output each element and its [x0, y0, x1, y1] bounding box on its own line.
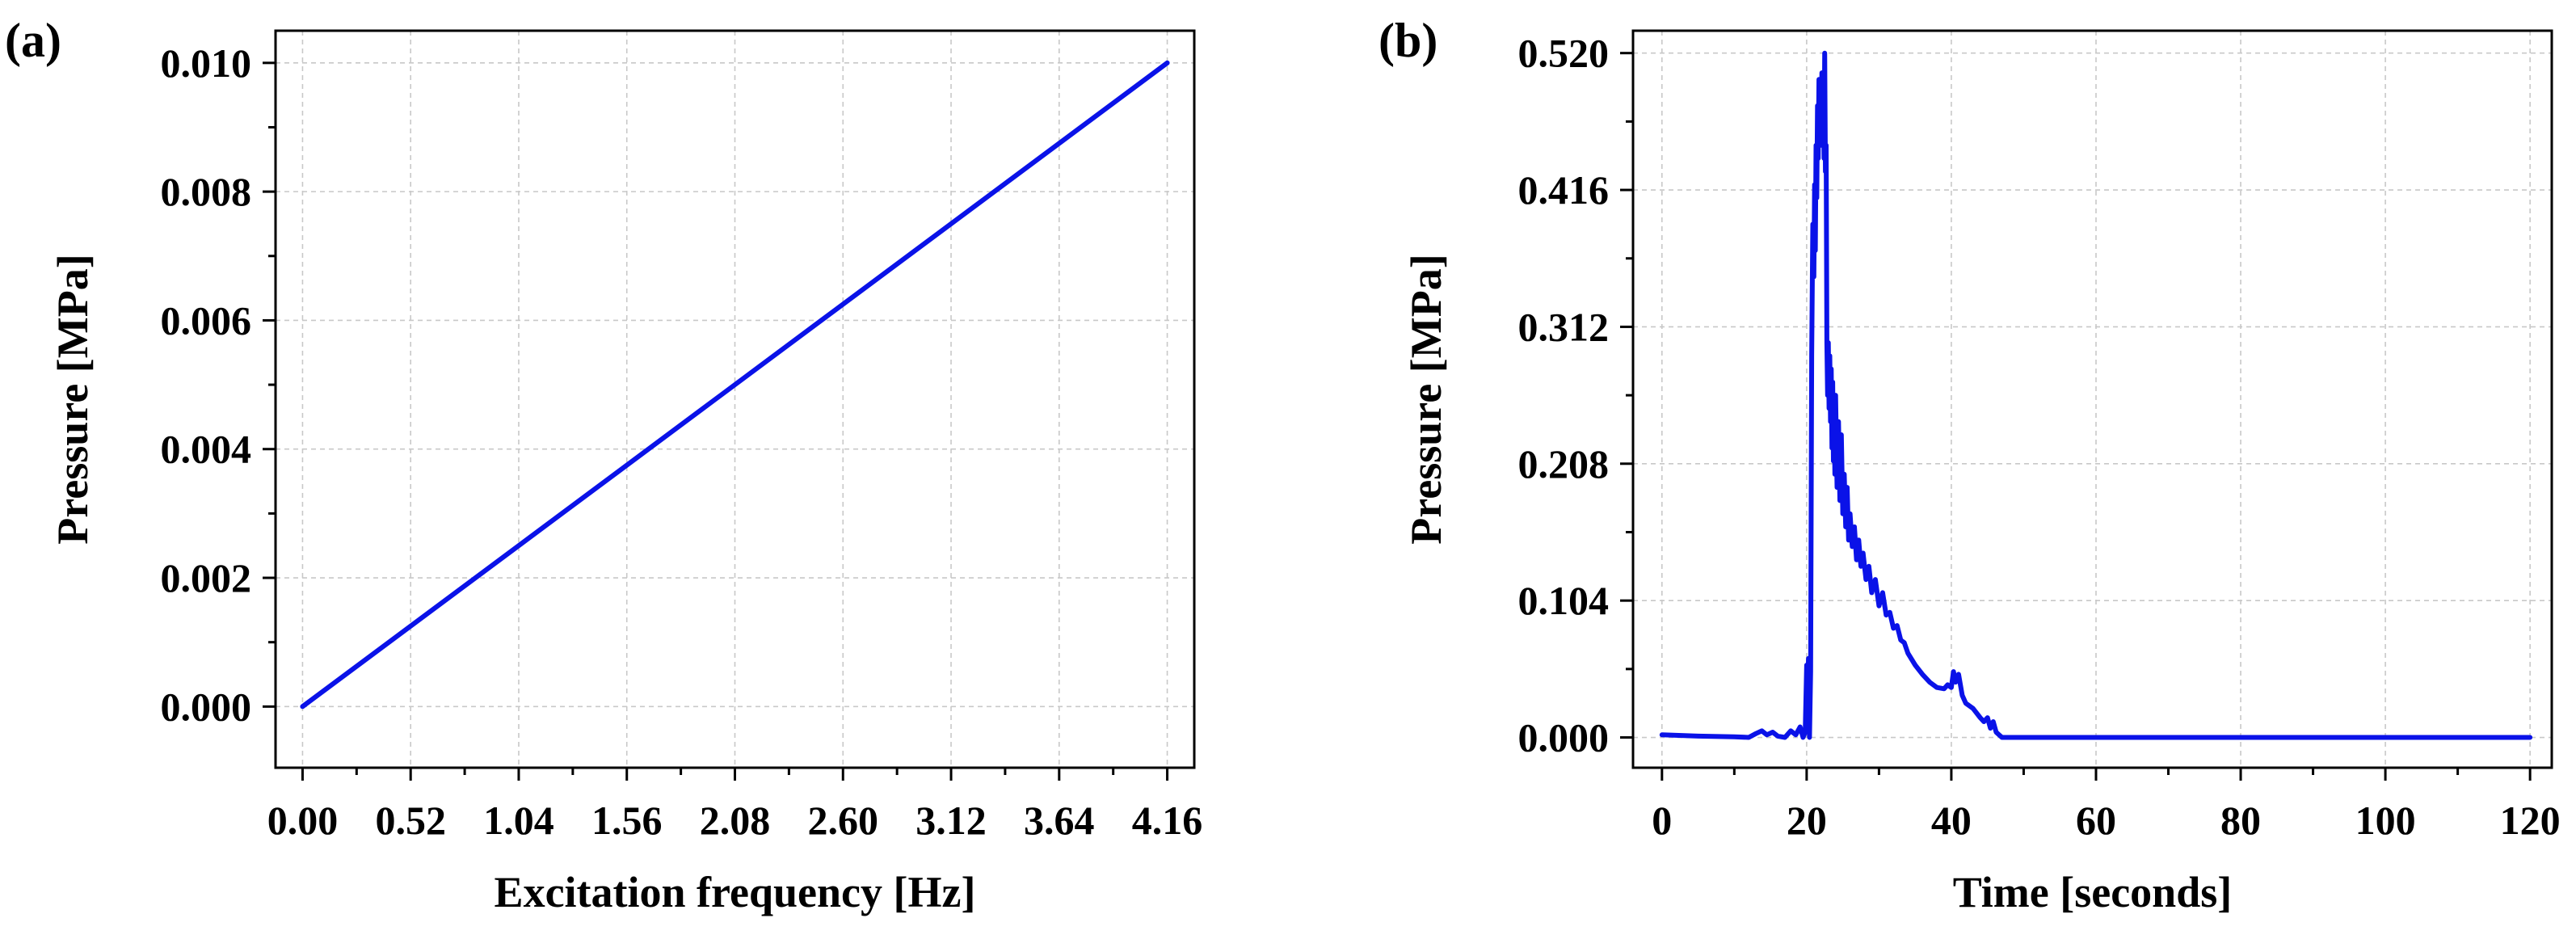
x-tick-label: 0 — [1652, 798, 1672, 843]
chart-a-y-axis-label: Pressure [MPa] — [48, 254, 97, 544]
chart-b-grid — [1633, 31, 2552, 768]
chart-a: (a) 0.00 0.52 1.04 1.56 2.08 2.60 3.12 3.64 4.16… — [5, 14, 1202, 916]
chart-b-ticks: 0 20 40 60 80 100 120 0.000 0.104 0.208 0.312 0.416… — [1518, 31, 2561, 843]
y-tick-label: 0.000 — [1518, 715, 1610, 760]
y-tick-label: 0.312 — [1518, 304, 1610, 349]
chart-a-x-axis-label: Excitation frequency [Hz] — [495, 868, 976, 916]
x-tick-label: 1.04 — [483, 798, 554, 843]
y-tick-label: 0.008 — [161, 169, 252, 214]
x-tick-label: 3.12 — [915, 798, 987, 843]
y-tick-label: 0.002 — [161, 555, 252, 600]
panel-label-a: (a) — [5, 14, 61, 67]
x-tick-label: 1.56 — [591, 798, 663, 843]
x-tick-label: 40 — [1931, 798, 1972, 843]
x-tick-label: 2.08 — [700, 798, 771, 843]
y-tick-label: 0.006 — [161, 297, 252, 343]
y-tick-label: 0.520 — [1518, 31, 1610, 76]
y-tick-label: 0.004 — [161, 427, 252, 472]
x-tick-label: 4.16 — [1132, 798, 1203, 843]
chart-b-series-line — [1659, 50, 2533, 740]
x-tick-label: 0.52 — [375, 798, 446, 843]
y-tick-label: 0.416 — [1518, 167, 1610, 213]
y-tick-label: 0.104 — [1518, 578, 1610, 623]
x-tick-label: 120 — [2500, 798, 2561, 843]
x-tick-label: 20 — [1787, 798, 1827, 843]
x-tick-label: 80 — [2220, 798, 2261, 843]
y-tick-label: 0.000 — [161, 684, 252, 729]
y-tick-label: 0.208 — [1518, 441, 1610, 486]
chart-b-y-axis-label: Pressure [MPa] — [1402, 254, 1450, 544]
x-tick-label: 100 — [2355, 798, 2416, 843]
x-tick-label: 2.60 — [808, 798, 879, 843]
chart-b-plot-frame — [1631, 29, 2553, 769]
chart-b-x-axis-label: Time [seconds] — [1953, 868, 2233, 916]
chart-a-series-line — [300, 60, 1170, 710]
chart-a-grid — [276, 31, 1194, 768]
chart-b: (b) 0 20 40 60 80 100 1200.0000.1040.2080.3120… — [1378, 14, 2561, 916]
y-tick-label: 0.010 — [161, 40, 252, 86]
x-tick-label: 60 — [2076, 798, 2116, 843]
chart-a-ticks: 0.00 0.52 1.04 1.56 2.08 2.60 3.12 3.64 4.16 0.00… — [161, 40, 1203, 843]
x-tick-label: 3.64 — [1024, 798, 1095, 843]
x-tick-label: 0.00 — [267, 798, 339, 843]
panel-label-b: (b) — [1378, 14, 1437, 67]
